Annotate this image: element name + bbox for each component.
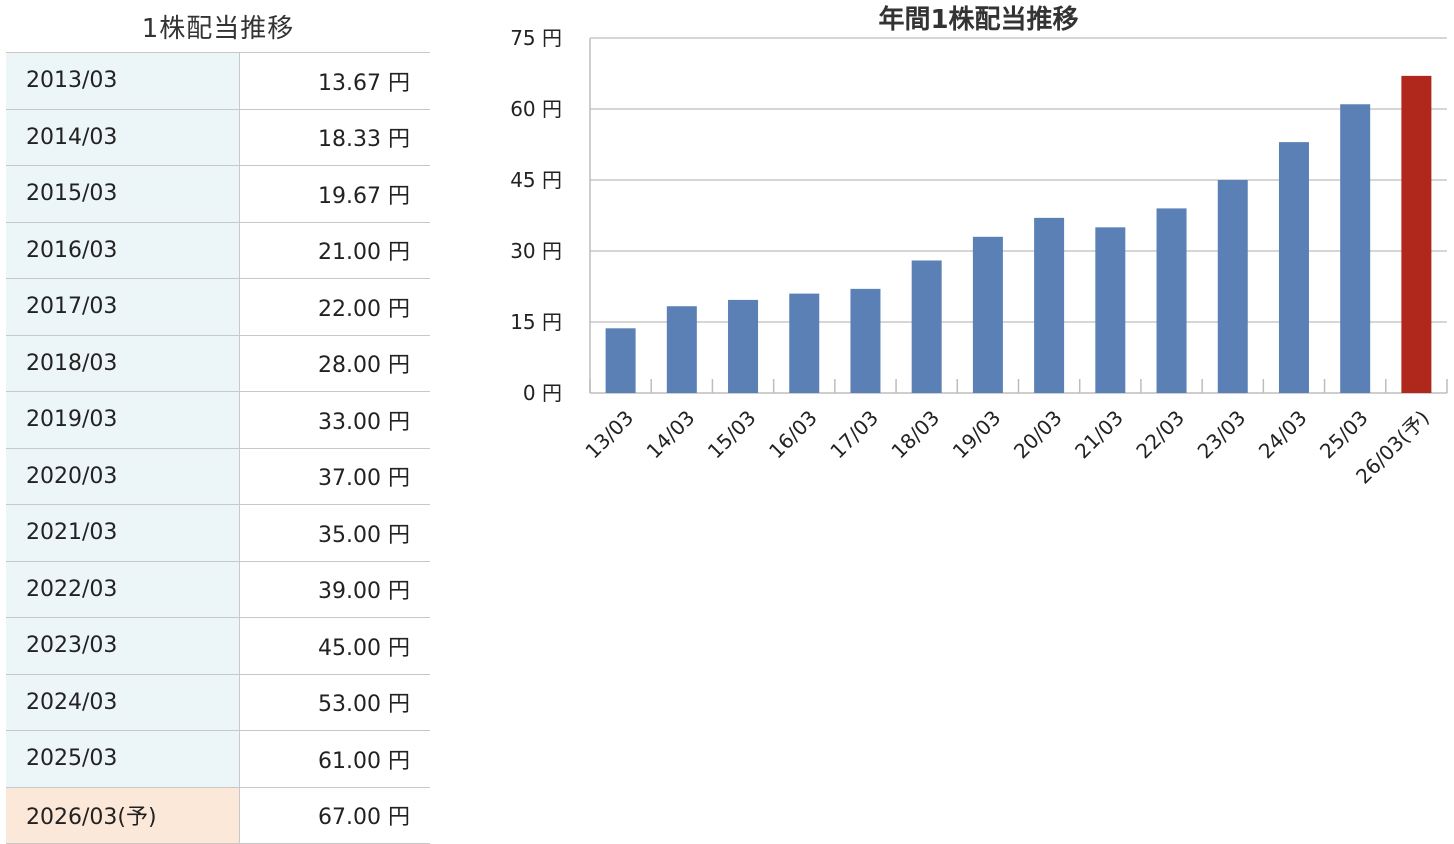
x-tick-label: 20/03 [1009,406,1067,464]
x-tick-label: 24/03 [1254,406,1312,464]
y-tick-label: 60 円 [510,97,562,121]
x-tick-label: 25/03 [1315,406,1373,464]
dividend-amount-cell: 13.67 円 [239,52,430,110]
x-tick-label: 19/03 [948,406,1006,464]
period-cell: 2018/03 [6,335,240,392]
dividend-amount-cell: 21.00 円 [239,222,430,279]
dividend-table: 2013/03 13.67 円 2014/03 18.33 円 2015/03 19.67… [6,52,430,844]
x-tick-label: 16/03 [764,406,822,464]
period-cell: 2021/03 [6,504,240,562]
bar [728,299,759,393]
bar [666,306,697,393]
period-cell: 2015/03 [6,165,240,223]
dividend-bar-chart: 年間1株配当推移 0 円 15 円 30 円 45 円 60 円 75 円 13/03 14/0… [510,4,1448,488]
dividend-amount-cell: 28.00 円 [239,335,430,392]
period-cell: 2019/03 [6,391,240,449]
dividend-amount-cell: 22.00 円 [239,278,430,336]
x-tick-label: 15/03 [703,406,761,464]
period-cell: 2022/03 [6,561,240,618]
x-tick-label: 13/03 [580,406,638,464]
dividend-chart-panel: 年間1株配当推移 0 円 15 円 30 円 45 円 60 円 75 円 13/03 14/0… [440,0,1454,520]
bar [911,260,942,393]
forecast-bar [1401,75,1432,393]
dividend-amount-cell: 35.00 円 [239,504,430,562]
table-row: 2018/03 28.00 円 [6,335,430,392]
dividend-amount-cell: 53.00 円 [239,674,430,731]
table-row: 2025/03 61.00 円 [6,730,430,788]
x-tick-label: 17/03 [825,406,883,464]
y-tick-label: 30 円 [510,239,562,263]
y-tick-label: 15 円 [510,310,562,334]
table-row: 2015/03 19.67 円 [6,165,430,223]
table-row: 2024/03 53.00 円 [6,674,430,731]
table-row: 2026/03(予) 67.00 円 [6,787,430,844]
bar [1340,104,1371,394]
table-row: 2021/03 35.00 円 [6,504,430,562]
bar [1156,208,1187,393]
period-cell: 2016/03 [6,222,240,279]
dividend-amount-cell: 45.00 円 [239,617,430,675]
table-row: 2016/03 21.00 円 [6,222,430,279]
x-tick-label: 21/03 [1070,406,1128,464]
period-cell: 2023/03 [6,617,240,675]
period-cell: 2025/03 [6,730,240,788]
dividend-amount-cell: 67.00 円 [239,787,430,844]
y-tick-label: 75 円 [510,26,562,50]
x-tick-label: 23/03 [1193,406,1251,464]
bar [1095,227,1126,393]
dividend-amount-cell: 33.00 円 [239,391,430,449]
table-row: 2017/03 22.00 円 [6,278,430,336]
table-row: 2014/03 18.33 円 [6,109,430,166]
dividend-amount-cell: 18.33 円 [239,109,430,166]
chart-title: 年間1株配当推移 [878,4,1078,35]
table-row: 2020/03 37.00 円 [6,448,430,505]
dividend-amount-cell: 61.00 円 [239,730,430,788]
bar [789,293,820,393]
x-tick-label: 14/03 [642,406,700,464]
dividend-amount-cell: 19.67 円 [239,165,430,223]
dividend-table-panel: 1株配当推移 2013/03 13.67 円 2014/03 18.33 円 2015/… [6,0,430,844]
period-cell: 2024/03 [6,674,240,731]
bar [605,328,636,393]
table-row: 2022/03 39.00 円 [6,561,430,618]
bar [1217,180,1248,393]
y-tick-label: 45 円 [510,168,562,192]
y-tick-label: 0 円 [523,381,562,405]
bar [972,236,1003,393]
period-cell: 2014/03 [6,109,240,166]
period-cell: 2017/03 [6,278,240,336]
x-tick-label: 22/03 [1131,406,1189,464]
table-title: 1株配当推移 [141,14,295,44]
period-cell: 2026/03(予) [6,787,240,844]
period-cell: 2013/03 [6,52,240,110]
table-row: 2013/03 13.67 円 [6,52,430,110]
period-cell: 2020/03 [6,448,240,505]
table-row: 2019/03 33.00 円 [6,391,430,449]
bar [850,288,881,393]
bar [1034,217,1065,393]
dividend-amount-cell: 39.00 円 [239,561,430,618]
dividend-amount-cell: 37.00 円 [239,448,430,505]
x-tick-label: 18/03 [886,406,944,464]
table-row: 2023/03 45.00 円 [6,617,430,675]
bar [1278,142,1309,393]
